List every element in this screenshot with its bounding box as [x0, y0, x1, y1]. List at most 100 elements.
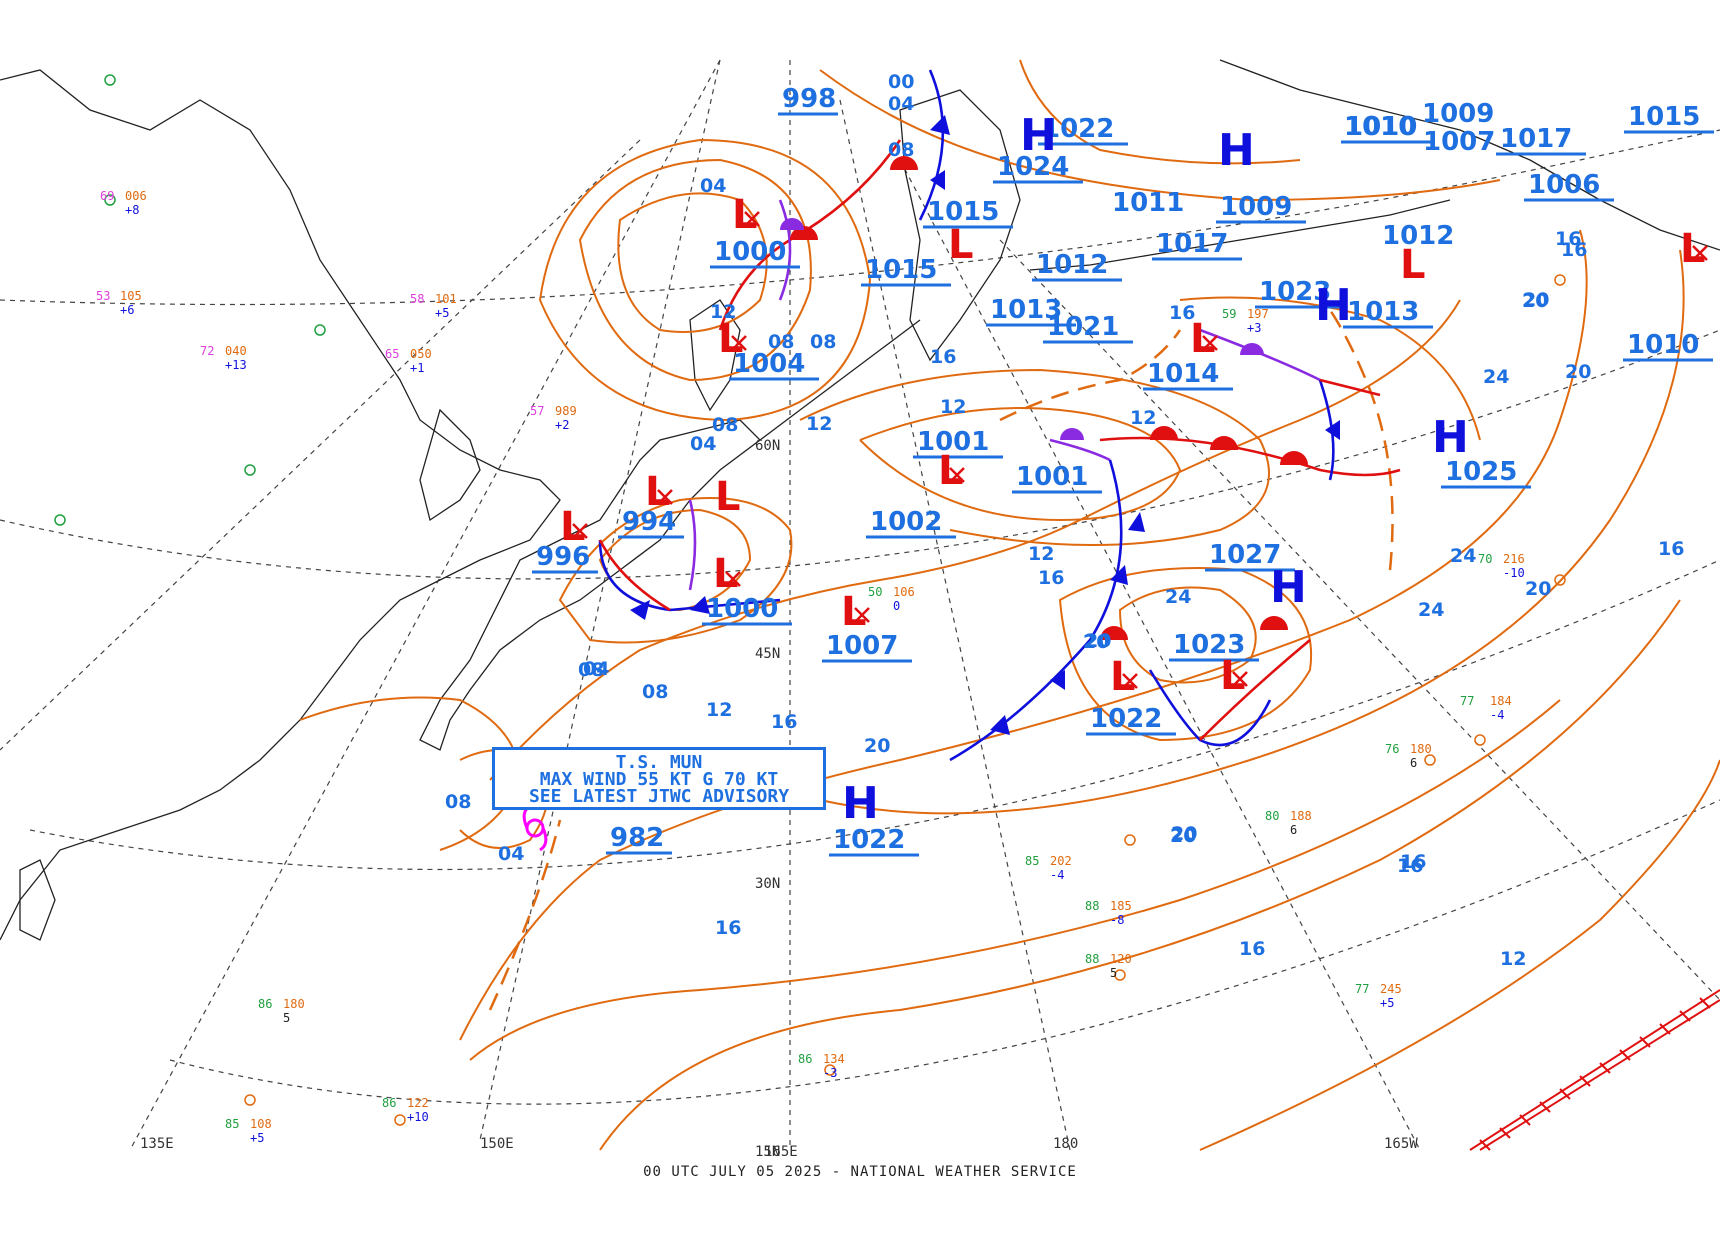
obs-change: -8 — [1110, 913, 1124, 927]
obs-temp: 85 — [225, 1117, 239, 1131]
advisory-line-1: T.S. MUN — [615, 752, 703, 773]
isobar-1012-mid — [859, 407, 1182, 522]
coordinate-labels: 135E 150E 165E 180 165W 15N 30N 45N 60N — [140, 438, 1418, 1160]
pressure-label: 1023 — [1259, 277, 1331, 307]
obs-press: 101 — [435, 292, 457, 306]
obs-press: 197 — [1247, 307, 1269, 321]
obs-temp: 80 — [1265, 809, 1279, 823]
aleutians — [1029, 199, 1451, 271]
isobar-1012-north — [538, 138, 872, 422]
alaska-coast — [1219, 59, 1720, 251]
obs-change: +13 — [225, 358, 247, 372]
obs-temp: 57 — [530, 404, 544, 418]
low-symbol: L — [1680, 226, 1706, 272]
obs-press: 050 — [410, 347, 432, 361]
pressure-label: 982 — [610, 823, 664, 853]
cold-front-barb — [690, 596, 710, 614]
obs-change: 6 — [1290, 823, 1297, 837]
obs-change: 5 — [1110, 966, 1117, 980]
pressure-label: 1015 — [865, 255, 937, 285]
isobar-label: 16 — [1239, 938, 1265, 960]
isobar-label: 00 — [888, 71, 914, 93]
map-footer: 00 UTC JULY 05 2025 - NATIONAL WEATHER S… — [643, 1164, 1077, 1180]
cold-front-barb — [990, 715, 1010, 735]
low-symbol: L — [1110, 654, 1136, 700]
occluded-front-kamchatka — [1049, 438, 1111, 462]
meridian-135e — [129, 59, 721, 1151]
pressure-label: 1022 — [833, 825, 905, 855]
isobar-label: 16 — [1400, 851, 1426, 873]
isobar-1012-south — [1199, 759, 1720, 1151]
lat-label: 30N — [755, 876, 780, 892]
low-centers: L L L L L L L L L L L L L L — [560, 192, 1706, 700]
obs-press: 134 — [823, 1052, 845, 1066]
obs-press: 989 — [555, 404, 577, 418]
obs-press: 184 — [1490, 694, 1512, 708]
obs-change: +10 — [407, 1110, 429, 1124]
cold-front-north — [918, 69, 945, 221]
pressure-label: 1004 — [733, 349, 805, 379]
obs-change: +5 — [1380, 996, 1394, 1010]
meridian-150e — [479, 59, 721, 1141]
pressure-label: 1013 — [990, 295, 1062, 325]
isobar-label: 12 — [1130, 407, 1156, 429]
obs-press: 105 — [120, 289, 142, 303]
occluded-front-bump — [1240, 343, 1264, 355]
pressure-label: 1017 — [1500, 124, 1572, 154]
obs-change: +2 — [555, 418, 569, 432]
isobar-value-labels: 04 08 12 16 20 24 00 04 08 08 08 12 12 1… — [445, 71, 1684, 970]
cold-front-central — [949, 459, 1123, 762]
obs-temp: 77 — [1355, 982, 1369, 996]
occluded-front-north — [778, 199, 792, 301]
warm-front-west — [598, 539, 671, 612]
lat-label: 15N — [755, 1144, 780, 1160]
lon-label: 150E — [480, 1136, 514, 1152]
tropical-storm-advisory-box: T.S. MUN MAX WIND 55 KT G 70 KT SEE LATE… — [492, 747, 826, 810]
warm-front-bump — [1280, 451, 1308, 465]
obs-press: 185 — [1110, 899, 1132, 913]
isobar-1000-bering — [1019, 59, 1301, 165]
isobar-label: 08 — [445, 791, 471, 813]
high-symbol: H — [842, 778, 879, 829]
obs-temp: 86 — [382, 1096, 396, 1110]
warm-front-ne — [1319, 378, 1381, 397]
cold-front-barb — [1325, 420, 1340, 440]
low-symbol: L — [732, 192, 758, 238]
pressure-label: 1021 — [1047, 312, 1119, 342]
obs-change: -4 — [1490, 708, 1504, 722]
advisory-line-3: SEE LATEST JTWC ADVISORY — [528, 786, 790, 807]
isobar-label: 16 — [1169, 302, 1195, 324]
isobar-label: 04 — [888, 93, 914, 115]
japan-coast — [419, 419, 761, 751]
advisory-line-2: MAX WIND 55 KT G 70 KT — [539, 769, 779, 790]
isobar-label: 20 — [1085, 630, 1111, 652]
isobar-label: 20 — [1523, 289, 1549, 311]
low-symbol: L — [1400, 242, 1426, 288]
pressure-center-labels: 998 1000 1004 1015 1015 1024 1022 1012 1… — [536, 84, 1700, 855]
occluded-front-bump — [780, 218, 804, 230]
warm-front-bump — [1100, 626, 1128, 640]
front-symbols — [630, 115, 1340, 735]
isobar-label: 12 — [806, 413, 832, 435]
kuril-islands — [759, 319, 921, 441]
low-symbol: L — [715, 474, 741, 520]
pressure-label: 1007 — [826, 631, 898, 661]
isobar-label: 04 — [690, 433, 716, 455]
pressure-label: 1017 — [1156, 229, 1228, 259]
pressure-label: 1012 — [1382, 221, 1454, 251]
obs-press: 006 — [125, 189, 147, 203]
obs-press: 108 — [250, 1117, 272, 1131]
station-markers — [54, 74, 1566, 1126]
pressure-label: 1000 — [706, 594, 778, 624]
obs-temp: 50 — [868, 585, 882, 599]
obs-press: 122 — [407, 1096, 429, 1110]
pressure-label: 1009 — [1220, 192, 1292, 222]
isobar-1008-taiwan — [299, 696, 522, 851]
cold-front-ne — [1318, 379, 1335, 481]
isobar-1020-south — [469, 699, 1561, 1061]
obs-temp: 70 — [1478, 552, 1492, 566]
low-symbol: L — [560, 504, 586, 550]
meridian-165w — [899, 159, 1421, 1151]
troughs — [488, 309, 1394, 1011]
low-symbol: L — [713, 551, 739, 597]
